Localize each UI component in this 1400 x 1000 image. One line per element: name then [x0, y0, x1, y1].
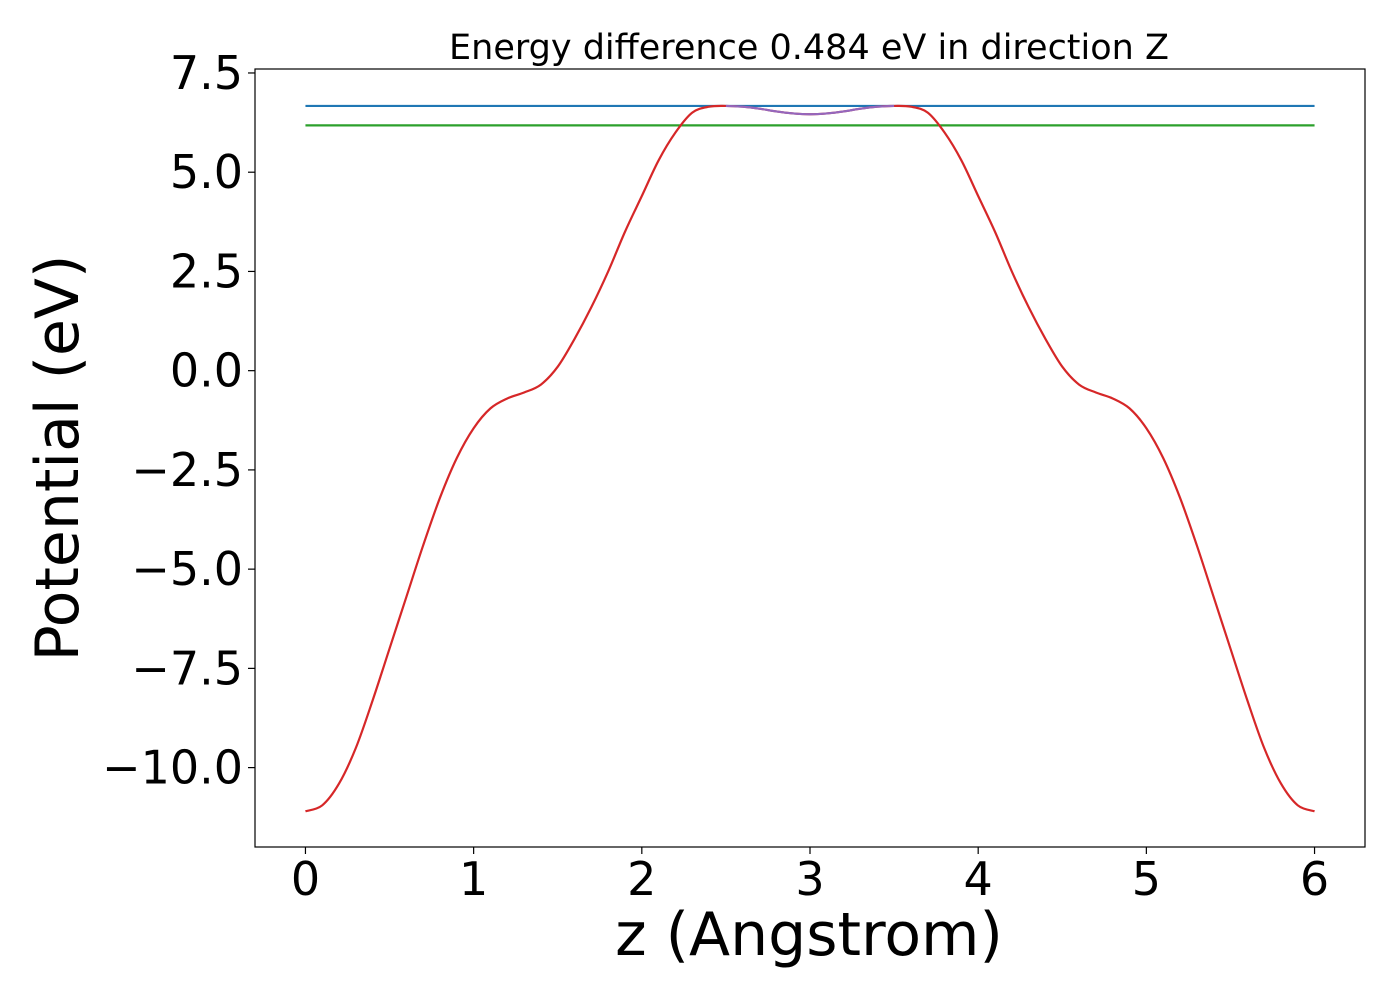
y-tick-label: −7.5: [131, 641, 243, 695]
x-tick-label: 0: [291, 852, 320, 906]
x-tick-label: 5: [1132, 852, 1161, 906]
series-line-2: [305, 104, 1315, 813]
y-tick-label: 0.0: [170, 344, 243, 398]
x-tick-label: 3: [795, 852, 824, 906]
y-axis: −10.0 −7.5 −5.0 −2.5 0.0 2.5 5.0 7.5: [102, 46, 255, 795]
x-axis-title: z (Angstrom): [615, 900, 1003, 970]
plot-frame: [254, 68, 1366, 848]
y-tick-label: 7.5: [170, 46, 243, 100]
y-axis-title: Potential (eV): [23, 255, 93, 662]
x-tick-label: 6: [1300, 852, 1329, 906]
series-layer: [305, 104, 1315, 813]
series-line-3: [725, 104, 895, 116]
x-tick-label: 4: [964, 852, 993, 906]
x-tick-label: 2: [627, 852, 656, 906]
chart-title: Energy difference 0.484 eV in direction …: [449, 28, 1169, 68]
x-axis: 0 1 2 3 4 5 6: [291, 847, 1329, 906]
y-tick-label: −2.5: [131, 443, 243, 497]
y-tick-label: 5.0: [170, 145, 243, 199]
y-tick-label: 2.5: [170, 244, 243, 298]
y-tick-label: −10.0: [102, 741, 243, 795]
x-tick-label: 1: [459, 852, 488, 906]
y-tick-label: −5.0: [131, 542, 243, 596]
plot-area: [305, 104, 1315, 813]
